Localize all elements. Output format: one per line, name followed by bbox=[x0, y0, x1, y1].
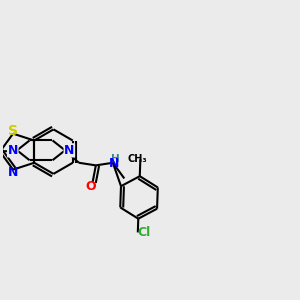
Text: CH₃: CH₃ bbox=[127, 154, 147, 164]
Text: S: S bbox=[8, 124, 18, 138]
Text: N: N bbox=[8, 144, 18, 157]
Text: N: N bbox=[8, 166, 18, 179]
Text: O: O bbox=[85, 181, 96, 194]
Text: H: H bbox=[111, 154, 120, 164]
Text: N: N bbox=[64, 144, 74, 157]
Text: Cl: Cl bbox=[137, 226, 150, 239]
Text: N: N bbox=[109, 157, 120, 170]
